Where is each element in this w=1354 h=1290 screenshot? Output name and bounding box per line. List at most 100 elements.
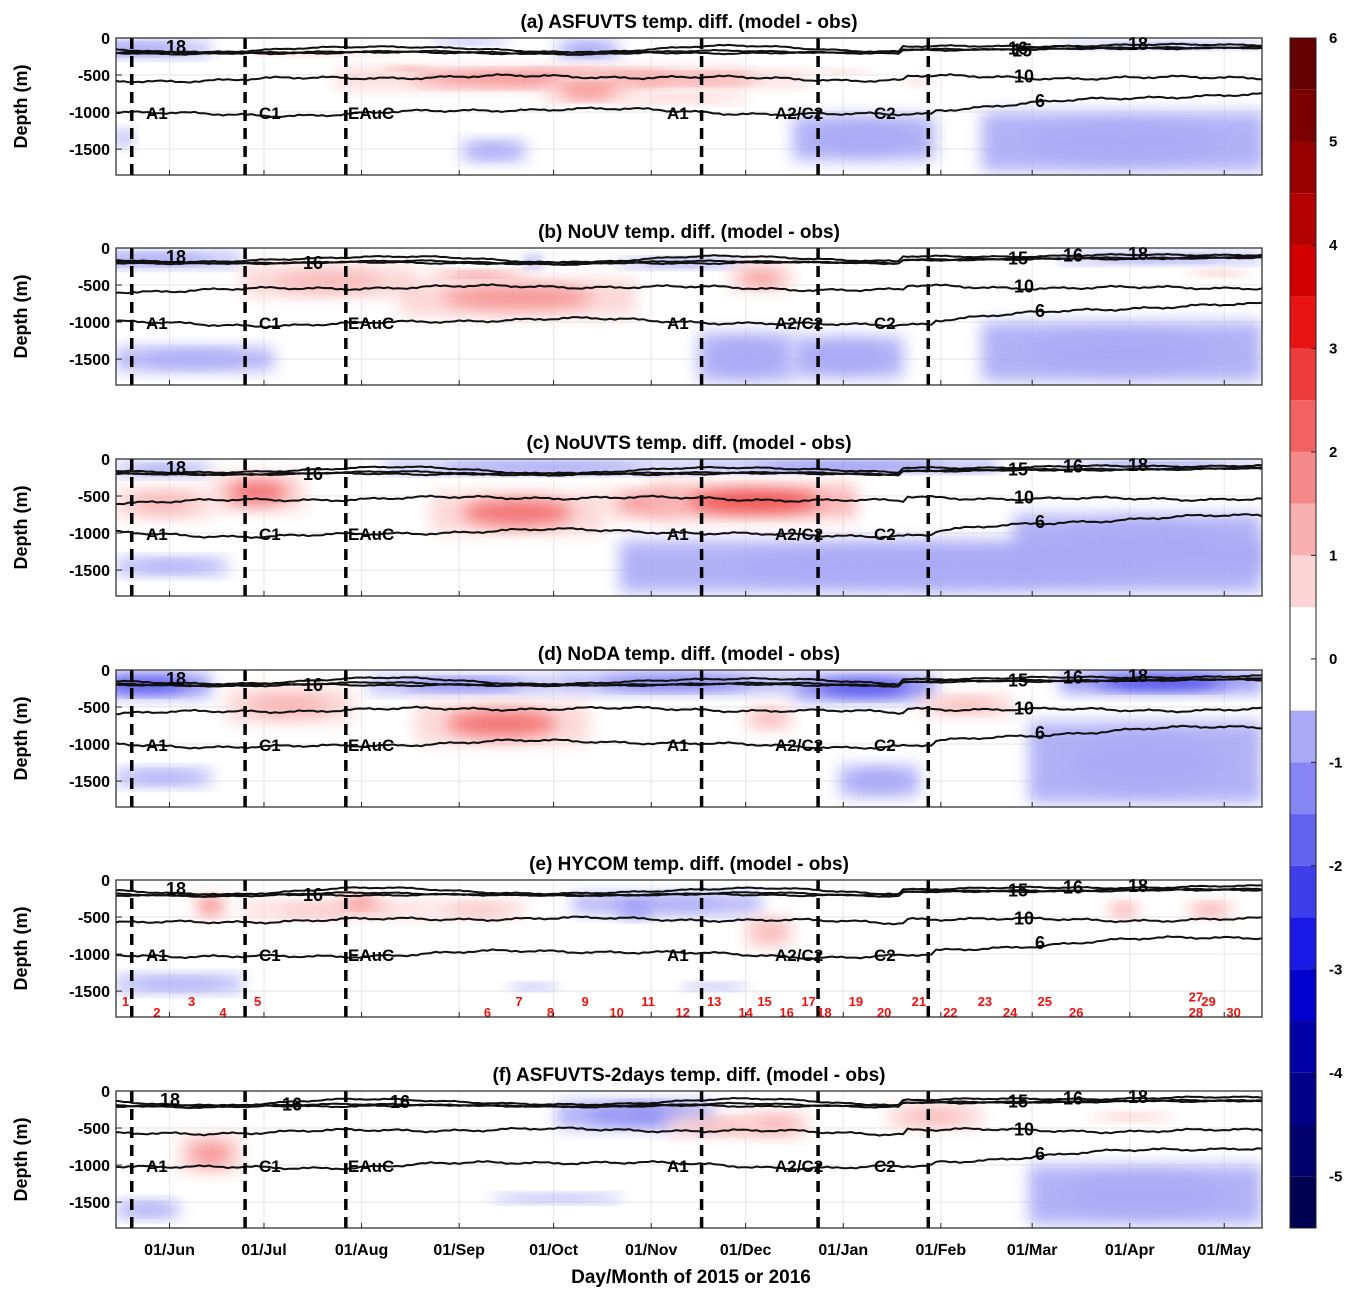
- event-label: A1: [146, 525, 168, 544]
- contour-label: 10: [1014, 67, 1034, 87]
- contour-label: 16: [303, 253, 323, 273]
- y-tick-label: -1500: [69, 984, 110, 1001]
- cool-anomaly-core: [818, 123, 910, 153]
- colorbar-bin: [1290, 503, 1316, 556]
- event-label: A1: [667, 104, 689, 123]
- station-number: 11: [641, 994, 655, 1009]
- event-label: C1: [259, 314, 281, 333]
- y-tick-label: 0: [101, 452, 110, 469]
- panel-title: (f) ASFUVTS-2days temp. diff. (model - o…: [492, 1065, 885, 1086]
- warm-anomaly-core: [757, 1117, 798, 1132]
- panel-title: (b) NoUV temp. diff. (model - obs): [538, 222, 840, 243]
- contours: [116, 674, 1262, 750]
- contour-label: 18: [160, 1090, 180, 1110]
- station-number: 29: [1201, 994, 1215, 1009]
- contour-label: 6: [1035, 512, 1045, 532]
- event-label: C2: [874, 736, 896, 755]
- contour-label: 18: [1128, 455, 1148, 475]
- x-tick-label: 01/Aug: [335, 1242, 388, 1259]
- event-label: A1: [667, 1157, 689, 1176]
- warm-anomaly-core: [819, 69, 861, 73]
- contour-label: 10: [1014, 488, 1034, 508]
- station-number: 27: [1189, 990, 1203, 1005]
- anomaly-field: [116, 253, 1262, 382]
- panel-title: (d) NoDA temp. diff. (model - obs): [538, 644, 840, 665]
- colorbar-bin: [1290, 710, 1316, 763]
- station-number: 10: [609, 1005, 623, 1020]
- cool-anomaly-core: [694, 984, 735, 989]
- warm-anomaly-core: [602, 74, 764, 83]
- contour-15: [116, 466, 1262, 477]
- cool-anomaly-core: [812, 344, 884, 371]
- station-number: 28: [1189, 1005, 1203, 1020]
- event-label: A1: [146, 736, 168, 755]
- contour-label: 15: [1008, 248, 1028, 268]
- cool-anomaly-core: [1070, 1175, 1221, 1214]
- colorbar-tick-label: 6: [1329, 30, 1337, 47]
- event-label: A2/C2: [775, 104, 823, 123]
- colorbar-bin: [1290, 555, 1316, 608]
- colorbar: 6 5 4 3 2 1 0 -1 -2 -3 -4 -5: [1289, 30, 1343, 1229]
- axes-frame: [115, 458, 1263, 597]
- event-label: A1: [146, 946, 168, 965]
- cool-anomaly-core: [1070, 736, 1221, 789]
- y-axis-label: Depth (m): [11, 907, 31, 991]
- station-number: 13: [707, 994, 721, 1009]
- contour-label: 10: [1014, 277, 1034, 297]
- x-tick-label: 01/Jul: [241, 1242, 286, 1259]
- contour-6: [116, 513, 1262, 540]
- colorbar-bin: [1290, 193, 1316, 245]
- station-number: 20: [877, 1005, 891, 1020]
- colorbar-bin: [1290, 1176, 1316, 1228]
- contour-label: 10: [1014, 909, 1034, 929]
- station-number: 8: [547, 1005, 554, 1020]
- event-label: A1: [146, 104, 168, 123]
- colorbar-tick-label: 0: [1329, 651, 1337, 668]
- warm-anomaly-core: [447, 272, 509, 277]
- contours: [116, 884, 1262, 960]
- y-tick-label: 0: [101, 1084, 110, 1101]
- y-tick-label: -500: [78, 910, 110, 927]
- y-tick-label: -1500: [69, 352, 110, 369]
- y-tick-label: -1000: [69, 737, 110, 754]
- warm-anomaly-core: [441, 285, 593, 310]
- warm-anomaly-core: [447, 904, 509, 915]
- colorbar-bin: [1290, 38, 1316, 90]
- contour-label: 18: [166, 37, 186, 57]
- contour-label: 18: [166, 247, 186, 267]
- contour-label: 16: [1063, 877, 1083, 897]
- contour-label: 16: [303, 464, 323, 484]
- warm-anomaly-core: [1194, 904, 1226, 915]
- axes-frame: [115, 247, 1263, 386]
- contour-label: 18: [1128, 666, 1148, 686]
- event-label: C2: [874, 1157, 896, 1176]
- station-number: 23: [978, 994, 992, 1009]
- station-number: 16: [779, 1005, 793, 1020]
- cool-anomaly-core: [127, 1204, 168, 1215]
- warm-anomaly-core: [688, 490, 820, 513]
- event-label: C1: [259, 946, 281, 965]
- warm-anomaly-core: [516, 66, 598, 69]
- anomaly-field: [116, 1102, 1262, 1225]
- y-tick-label: -1000: [69, 315, 110, 332]
- contour-15: [116, 677, 1262, 688]
- cool-anomaly-core: [715, 341, 776, 373]
- contour-label: 15: [1012, 41, 1032, 61]
- contour-18: [116, 674, 1262, 686]
- station-number: 7: [515, 994, 522, 1009]
- warm-anomaly-core: [344, 897, 376, 907]
- contour-label: 16: [1063, 1088, 1083, 1108]
- station-number: 25: [1038, 994, 1052, 1009]
- event-label: C2: [874, 104, 896, 123]
- contour-6: [116, 301, 1262, 329]
- colorbar-bin: [1290, 814, 1316, 866]
- station-number: 17: [801, 994, 815, 1009]
- station-number: 12: [675, 1005, 689, 1020]
- x-tick-label: 01/Mar: [1007, 1242, 1058, 1259]
- colorbar-bin: [1290, 244, 1316, 297]
- y-axis-label: Depth (m): [11, 275, 31, 359]
- y-tick-label: 0: [101, 31, 110, 48]
- contour-10: [116, 283, 1262, 295]
- station-number: 1: [122, 994, 129, 1009]
- cool-anomaly-core: [138, 978, 220, 989]
